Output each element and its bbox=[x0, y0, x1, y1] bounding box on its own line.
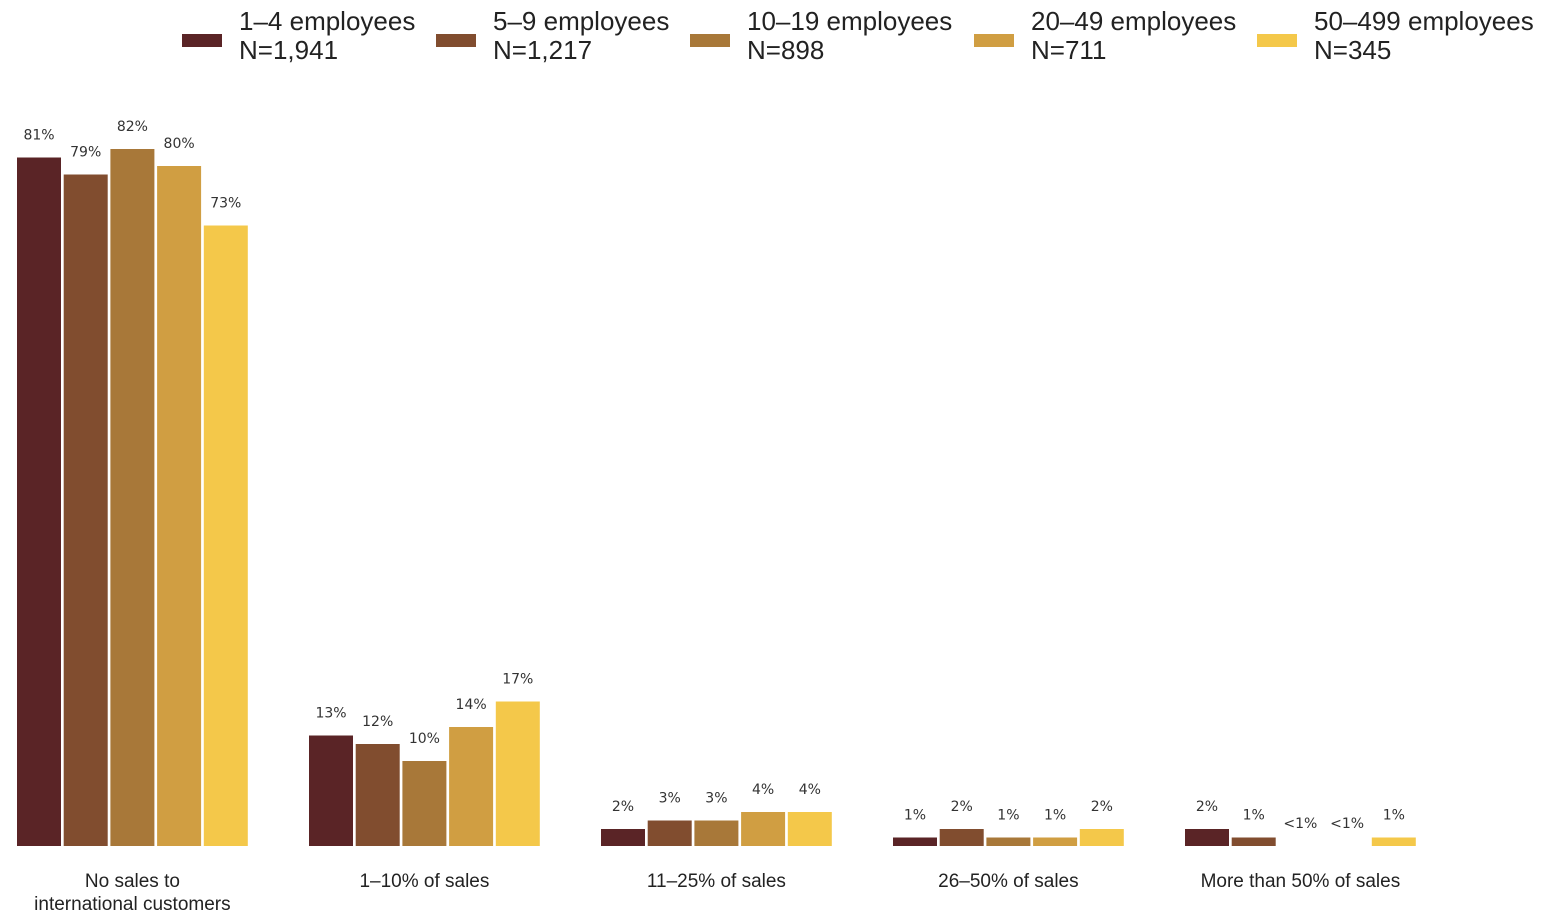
category-labels: No sales to international customers 1–10% … bbox=[34, 871, 1400, 913]
bar bbox=[741, 812, 786, 846]
data-label: 1% bbox=[904, 808, 926, 824]
legend-label: 10–19 employees bbox=[747, 6, 952, 36]
data-label: 12% bbox=[362, 714, 393, 730]
bar bbox=[203, 225, 248, 846]
bar bbox=[986, 837, 1031, 846]
bar bbox=[1079, 829, 1124, 846]
data-label: <1% bbox=[1283, 816, 1317, 832]
category-label-line: More than 50% of sales bbox=[1201, 871, 1401, 892]
data-label: 1% bbox=[1044, 808, 1066, 824]
bar bbox=[893, 837, 937, 846]
data-label: 13% bbox=[315, 706, 346, 722]
legend-swatch bbox=[1257, 34, 1297, 47]
legend-sample-size: N=1,217 bbox=[493, 35, 592, 65]
data-label: 14% bbox=[456, 697, 487, 713]
bar bbox=[1231, 837, 1276, 846]
bar bbox=[402, 761, 447, 846]
data-label: 2% bbox=[612, 799, 634, 815]
bar bbox=[355, 744, 400, 846]
category-label: More than 50% of sales bbox=[1201, 871, 1401, 892]
legend-sample-size: N=1,941 bbox=[239, 35, 338, 65]
data-label: 2% bbox=[951, 799, 973, 815]
data-label: 82% bbox=[117, 119, 148, 135]
legend-label: 50–499 employees bbox=[1314, 6, 1534, 36]
data-label: 3% bbox=[659, 791, 681, 807]
data-label: 1% bbox=[1383, 808, 1405, 824]
data-label: 17% bbox=[502, 672, 533, 688]
bar bbox=[449, 727, 494, 846]
data-label: 2% bbox=[1091, 799, 1113, 815]
data-label: 3% bbox=[705, 791, 727, 807]
data-label: 4% bbox=[799, 782, 821, 798]
data-label: <1% bbox=[1330, 816, 1364, 832]
data-label: 79% bbox=[70, 145, 101, 161]
legend-sample-size: N=345 bbox=[1314, 35, 1391, 65]
bar bbox=[647, 820, 692, 846]
data-label: 81% bbox=[23, 128, 54, 144]
value-labels: 81% 79% 82% 80% 73% 13% 12% 10% 14% 17% 2% 3% 3% 4% 4%… bbox=[23, 119, 1404, 832]
bars bbox=[17, 149, 1416, 846]
legend-sample-size: N=898 bbox=[747, 35, 824, 65]
category-label: 1–10% of sales bbox=[359, 871, 489, 892]
bar bbox=[495, 701, 540, 846]
category-label: 26–50% of sales bbox=[938, 871, 1079, 892]
bar bbox=[1371, 837, 1416, 846]
legend-label: 5–9 employees bbox=[493, 6, 669, 36]
bar bbox=[17, 157, 61, 846]
data-label: 4% bbox=[752, 782, 774, 798]
bar bbox=[787, 812, 832, 846]
bar bbox=[601, 829, 645, 846]
category-label: 11–25% of sales bbox=[647, 871, 786, 892]
bar bbox=[63, 174, 108, 846]
bar bbox=[110, 149, 155, 846]
category-label-line: 11–25% of sales bbox=[647, 871, 786, 892]
data-label: 10% bbox=[409, 731, 440, 747]
legend-label: 20–49 employees bbox=[1031, 6, 1236, 36]
data-label: 1% bbox=[1243, 808, 1265, 824]
category-label-line: international customers bbox=[34, 894, 230, 913]
legend-sample-size: N=711 bbox=[1031, 35, 1106, 65]
category-label-line: 26–50% of sales bbox=[938, 871, 1079, 892]
category-label-line: No sales to bbox=[85, 871, 180, 892]
data-label: 73% bbox=[210, 196, 241, 212]
bar bbox=[939, 829, 984, 846]
legend-swatch bbox=[974, 34, 1014, 47]
bar bbox=[1185, 829, 1229, 846]
bar bbox=[1033, 837, 1078, 846]
category-label-line: 1–10% of sales bbox=[359, 871, 489, 892]
bar bbox=[157, 166, 202, 846]
legend-label: 1–4 employees bbox=[239, 6, 415, 36]
data-label: 80% bbox=[164, 136, 195, 152]
legend-swatch bbox=[690, 34, 730, 47]
legend-swatch bbox=[436, 34, 476, 47]
data-label: 2% bbox=[1196, 799, 1218, 815]
data-label: 1% bbox=[997, 808, 1019, 824]
legend-swatch bbox=[182, 34, 222, 47]
bar bbox=[309, 735, 353, 846]
category-label: No sales to international customers bbox=[34, 871, 230, 913]
bar bbox=[694, 820, 739, 846]
